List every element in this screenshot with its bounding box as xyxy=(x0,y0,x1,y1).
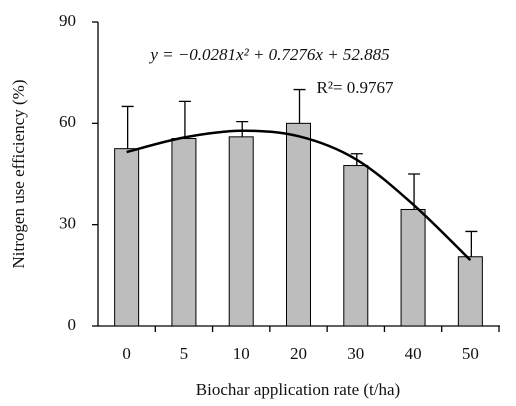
error-bar xyxy=(293,88,306,124)
bar xyxy=(228,136,254,327)
x-tick-label: 20 xyxy=(290,344,307,363)
error-bar xyxy=(236,120,249,137)
x-tick-label: 5 xyxy=(180,344,189,363)
y-tick-label: 30 xyxy=(59,214,76,233)
y-tick-label: 60 xyxy=(59,112,76,131)
bar xyxy=(114,148,140,327)
error-bar xyxy=(465,230,478,257)
x-tick-label: 10 xyxy=(233,344,250,363)
bar xyxy=(400,208,426,327)
y-axis-title: Nitrogen use efficiency (%) xyxy=(9,80,28,269)
x-axis-title: Biochar application rate (t/ha) xyxy=(196,380,400,399)
y-tick-label: 90 xyxy=(59,11,76,30)
error-bar xyxy=(178,100,191,139)
bar xyxy=(286,122,311,327)
equation: y = −0.0281x² + 0.7276x + 52.885 xyxy=(148,45,389,64)
bar xyxy=(171,138,197,327)
x-tick-label: 40 xyxy=(405,344,422,363)
r-squared: R²= 0.9767 xyxy=(316,78,394,97)
error-bar xyxy=(121,105,134,149)
x-tick-label: 30 xyxy=(347,344,364,363)
error-bar xyxy=(408,173,421,210)
bar xyxy=(343,165,369,327)
y-tick-label: 0 xyxy=(68,315,77,334)
x-tick-label: 0 xyxy=(122,344,131,363)
trend-line xyxy=(126,129,472,262)
bar xyxy=(457,256,483,327)
x-tick-label: 50 xyxy=(462,344,479,363)
